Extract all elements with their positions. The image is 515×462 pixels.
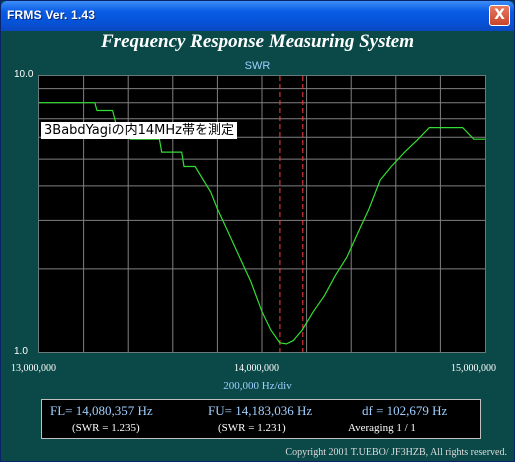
fl-readout: FL= 14,080,357 Hz: [50, 403, 153, 418]
x-tick-0: 13,000,000: [11, 363, 56, 374]
title-bar[interactable]: FRMS Ver. 1.43 X: [1, 1, 514, 31]
x-axis-label: 200,000 Hz/div: [223, 380, 292, 392]
chart-title: SWR: [244, 60, 271, 72]
plot-area: [38, 75, 486, 353]
measurement-panel: FL= 14,080,357 Hz FU= 14,183,036 Hz df =…: [41, 399, 481, 439]
chart-annotation: 3BabdYagiの内14MHz帯を測定: [41, 122, 237, 139]
y-tick-top: 10.0: [14, 69, 34, 80]
window-title: FRMS Ver. 1.43: [7, 8, 96, 22]
y-tick-bottom: 1.0: [14, 346, 28, 357]
swr-lower-readout: (SWR = 1.235): [72, 422, 140, 434]
averaging-readout: Averaging 1 / 1: [348, 422, 416, 434]
copyright-text: Copyright 2001 T.UEBO/ JF3HZB, All right…: [285, 447, 507, 458]
df-readout: df = 102,679 Hz: [362, 403, 448, 418]
x-tick-2: 15,000,000: [451, 363, 496, 374]
x-tick-1: 14,000,000: [234, 363, 279, 374]
swr-chart: [39, 76, 485, 352]
swr-series-line: [39, 102, 485, 345]
app-title: Frequency Response Measuring System: [101, 31, 414, 52]
close-button[interactable]: X: [489, 5, 510, 26]
swr-upper-readout: (SWR = 1.231): [218, 422, 286, 434]
fu-readout: FU= 14,183,036 Hz: [208, 403, 313, 418]
